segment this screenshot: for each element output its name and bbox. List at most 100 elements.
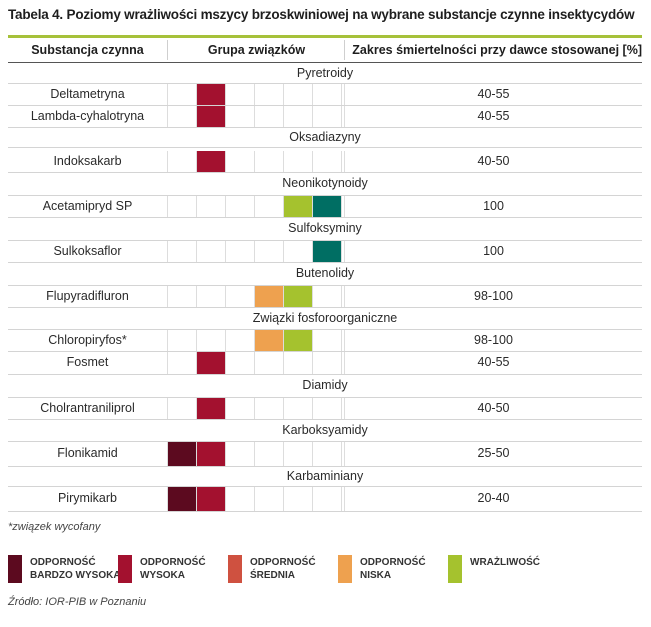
mortality-range: 40-55 — [477, 109, 510, 123]
grid-line — [344, 352, 345, 374]
footnote: *związek wycofany — [8, 521, 101, 533]
row-separator — [8, 240, 642, 241]
grid-line — [341, 106, 342, 127]
grid-line — [254, 241, 255, 262]
row-separator — [8, 329, 642, 330]
grid-line — [283, 330, 284, 351]
grid-line — [312, 442, 313, 466]
row-separator — [8, 511, 642, 512]
grid-line — [341, 151, 342, 172]
legend-label: ODPORNOŚĆ NISKA — [360, 556, 426, 582]
group-cell-niska — [255, 330, 283, 351]
group-cell-wrazliwosc — [284, 286, 312, 307]
grid-line — [254, 442, 255, 466]
grid-line — [225, 106, 226, 127]
grid-line — [254, 330, 255, 351]
group-cell-wysoka — [197, 151, 225, 172]
grid-line — [254, 352, 255, 374]
grid-line — [167, 352, 168, 374]
row-separator — [8, 105, 642, 106]
grid-line — [341, 352, 342, 374]
substance-name: Flonikamid — [57, 446, 118, 460]
group-cell-wysoka — [197, 106, 225, 127]
grid-line — [283, 241, 284, 262]
substance-name: Pirymikarb — [57, 491, 118, 505]
grid-line — [341, 330, 342, 351]
grid-line — [312, 398, 313, 419]
grid-line — [254, 151, 255, 172]
row-separator — [8, 307, 642, 308]
substance-name: Sulkoksaflor — [53, 244, 122, 258]
grid-line — [167, 84, 168, 105]
row-separator — [8, 351, 642, 352]
substance-name: Deltametryna — [50, 87, 125, 101]
grid-line — [283, 487, 284, 511]
category-row: Sulfoksyminy — [288, 221, 362, 235]
mortality-range: 100 — [483, 199, 504, 213]
grid-line — [196, 286, 197, 307]
grid-line — [225, 487, 226, 511]
legend-label-line1: ODPORNOŚĆ — [30, 557, 96, 568]
grid-line — [167, 151, 168, 172]
row-separator — [8, 397, 642, 398]
grid-line — [283, 398, 284, 419]
header-range: Zakres śmiertelności przy dawce stosowan… — [352, 43, 642, 57]
title-rule — [8, 35, 642, 38]
category-row: Diamidy — [302, 378, 348, 392]
group-cell-wrazliwosc — [284, 196, 312, 217]
grid-line — [344, 241, 345, 262]
grid-line — [225, 196, 226, 217]
substance-name: Cholrantraniliprol — [40, 401, 135, 415]
substance-name: Chloropiryfos* — [48, 333, 127, 347]
grid-line — [196, 106, 197, 127]
header-substance: Substancja czynna — [31, 43, 144, 57]
legend-label-line1: WRAŻLIWOŚĆ — [470, 557, 540, 568]
substance-name: Fosmet — [66, 355, 109, 369]
grid-line — [312, 241, 313, 262]
grid-line — [344, 487, 345, 511]
grid-line — [196, 442, 197, 466]
row-separator — [8, 374, 642, 375]
grid-line — [167, 286, 168, 307]
mortality-range: 20-40 — [477, 491, 510, 505]
grid-line — [254, 286, 255, 307]
group-cell-wysoka — [197, 352, 225, 374]
header-divider — [167, 40, 168, 60]
category-row: Neonikotynoidy — [282, 176, 368, 190]
grid-line — [344, 286, 345, 307]
grid-line — [167, 442, 168, 466]
row-separator — [8, 83, 642, 84]
mortality-range: 98-100 — [474, 333, 513, 347]
legend-label: WRAŻLIWOŚĆ — [470, 556, 540, 569]
grid-line — [283, 151, 284, 172]
header-rule — [8, 62, 642, 63]
legend-swatch — [338, 555, 352, 583]
legend-label-line1: ODPORNOŚĆ — [250, 557, 316, 568]
grid-line — [254, 196, 255, 217]
grid-line — [283, 352, 284, 374]
grid-line — [344, 106, 345, 127]
row-separator — [8, 262, 642, 263]
group-cell-bardzo-wysoka — [168, 442, 196, 466]
grid-line — [167, 487, 168, 511]
row-separator — [8, 419, 642, 420]
legend-label: ODPORNOŚĆ WYSOKA — [140, 556, 206, 582]
group-cell-teal — [313, 241, 341, 262]
row-separator — [8, 285, 642, 286]
legend-label-line1: ODPORNOŚĆ — [360, 557, 426, 568]
mortality-range: 100 — [483, 244, 504, 258]
grid-line — [344, 196, 345, 217]
mortality-range: 40-55 — [477, 355, 510, 369]
group-cell-wysoka — [197, 487, 225, 511]
grid-line — [254, 106, 255, 127]
grid-line — [312, 487, 313, 511]
legend-swatch — [118, 555, 132, 583]
group-cell-niska — [255, 286, 283, 307]
grid-line — [344, 398, 345, 419]
grid-line — [254, 398, 255, 419]
grid-line — [225, 330, 226, 351]
row-separator — [8, 217, 642, 218]
legend-swatch — [228, 555, 242, 583]
grid-line — [312, 84, 313, 105]
legend-label-line1: ODPORNOŚĆ — [140, 557, 206, 568]
